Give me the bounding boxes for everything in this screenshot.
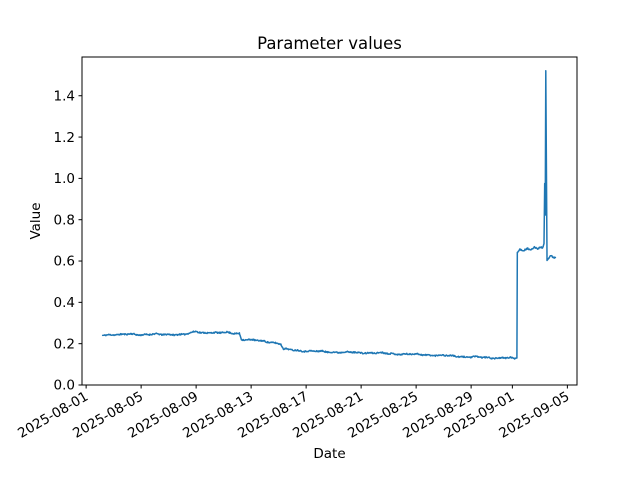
- y-tick-label: 0.8: [54, 212, 75, 228]
- y-tick-label: 1.0: [54, 171, 75, 187]
- series-line: [101, 69, 557, 360]
- y-tick-label: 0.6: [54, 254, 75, 270]
- y-tick-label: 0.0: [54, 378, 75, 394]
- y-tick-label: 0.2: [54, 336, 75, 352]
- chart-title: Parameter values: [257, 34, 402, 53]
- y-tick-label: 0.4: [54, 295, 75, 311]
- x-axis-label: Date: [313, 446, 346, 462]
- y-tick-label: 1.2: [54, 130, 75, 146]
- y-tick-label: 1.4: [54, 88, 75, 104]
- plot-border: [81, 56, 578, 386]
